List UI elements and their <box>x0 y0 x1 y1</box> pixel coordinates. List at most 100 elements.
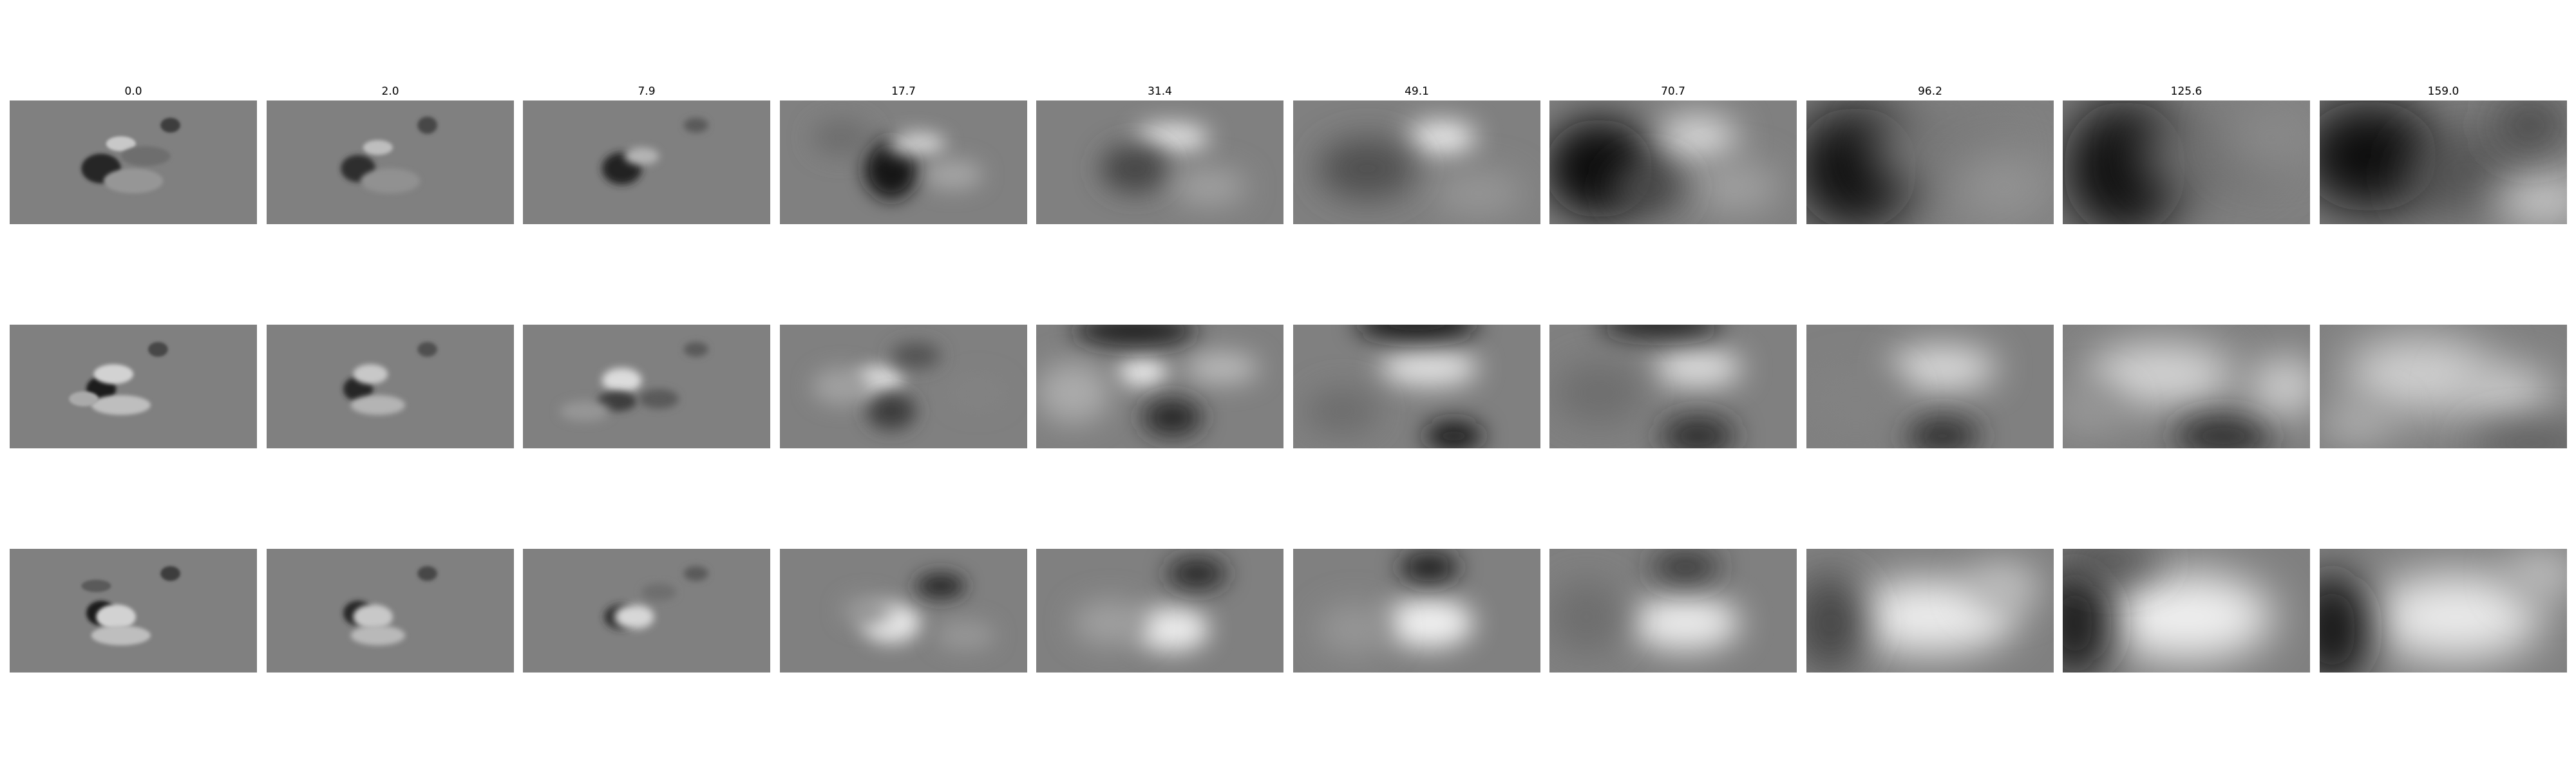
image-panel-row1-col2 <box>267 100 514 224</box>
grayscale-image <box>523 100 770 224</box>
intensity-blob <box>1406 121 1477 154</box>
intensity-blob <box>417 566 437 581</box>
intensity-blob <box>1184 353 1259 383</box>
intensity-blob <box>1318 604 1392 654</box>
image-panel-row1-col8 <box>1806 100 2054 224</box>
image-panel-row1-col3 <box>523 100 770 224</box>
intensity-blob <box>1955 156 2054 218</box>
intensity-blob <box>683 566 708 581</box>
intensity-blob <box>1355 325 1479 340</box>
intensity-blob <box>2320 573 2369 673</box>
intensity-blob <box>93 364 133 385</box>
intensity-blob <box>1073 325 1197 346</box>
intensity-blob <box>1318 137 1417 200</box>
column-title: 7.9 <box>638 85 656 98</box>
image-panel-row1-col7 <box>1549 100 1797 224</box>
intensity-blob <box>1631 595 1740 651</box>
intensity-blob <box>417 116 437 134</box>
grayscale-image <box>1293 100 1540 224</box>
grayscale-image <box>780 549 1027 673</box>
intensity-blob <box>2320 405 2394 443</box>
intensity-blob <box>1399 552 1459 582</box>
intensity-blob <box>891 343 941 368</box>
intensity-blob <box>866 392 916 430</box>
intensity-blob <box>2344 337 2493 412</box>
intensity-blob <box>2492 175 2567 224</box>
image-panel-row2-col9 <box>2063 325 2310 448</box>
image-panel-row3-col5 <box>1036 549 1283 673</box>
grayscale-image <box>1806 325 2054 448</box>
grayscale-image <box>780 100 1027 224</box>
intensity-blob <box>1806 368 1906 430</box>
image-panel-row3-col10 <box>2320 549 2567 673</box>
intensity-blob <box>1142 399 1202 436</box>
intensity-blob <box>1598 325 1723 338</box>
intensity-blob <box>1036 361 1111 424</box>
intensity-blob <box>91 625 151 645</box>
column-title: 2.0 <box>381 85 399 98</box>
column-title: 31.4 <box>1148 85 1172 98</box>
intensity-blob <box>2223 106 2310 169</box>
intensity-blob <box>363 140 393 155</box>
image-panel-row3-col4 <box>780 549 1027 673</box>
intensity-blob <box>353 604 393 629</box>
intensity-blob <box>624 147 659 165</box>
intensity-blob <box>1651 552 1720 582</box>
grayscale-image <box>1293 325 1540 448</box>
intensity-blob <box>2063 549 2162 580</box>
image-panel-row1-col9 <box>2063 100 2310 224</box>
column-title: 70.7 <box>1661 85 1685 98</box>
image-panel-row1-col4 <box>780 100 1027 224</box>
intensity-blob <box>1690 162 1780 212</box>
image-panel-row2-col7 <box>1549 325 1797 448</box>
intensity-blob <box>2087 343 2236 405</box>
intensity-blob <box>641 583 677 601</box>
grayscale-image <box>2063 100 2310 224</box>
intensity-blob <box>614 604 654 629</box>
grayscale-image <box>2320 549 2567 673</box>
intensity-blob <box>811 368 872 405</box>
intensity-blob <box>2492 100 2567 150</box>
intensity-blob <box>1888 345 1997 390</box>
grayscale-image <box>2063 549 2310 673</box>
column-title: 125.6 <box>2170 85 2202 98</box>
grayscale-image <box>1549 100 1797 224</box>
intensity-blob <box>160 566 180 581</box>
grayscale-image <box>10 549 257 673</box>
image-panel-row2-col6 <box>1293 325 1540 448</box>
intensity-blob <box>1305 386 1380 436</box>
intensity-blob <box>2099 573 2273 660</box>
intensity-blob <box>91 395 151 415</box>
intensity-blob <box>350 625 406 645</box>
intensity-blob <box>2174 417 2273 448</box>
intensity-blob <box>103 168 164 193</box>
intensity-blob <box>1100 144 1170 193</box>
intensity-blob <box>2468 423 2567 448</box>
intensity-blob <box>1554 361 1643 424</box>
image-panel-row1-col10 <box>2320 100 2567 224</box>
image-panel-row2-col1 <box>10 325 257 448</box>
intensity-blob <box>601 368 642 393</box>
intensity-blob <box>1167 558 1227 589</box>
grayscale-image <box>780 325 1027 448</box>
intensity-blob <box>350 395 406 415</box>
grayscale-image <box>523 549 770 673</box>
image-panel-row2-col8 <box>1806 325 2054 448</box>
column-title: 0.0 <box>124 85 142 98</box>
intensity-blob <box>811 119 872 157</box>
image-panel-row2-col2 <box>267 325 514 448</box>
intensity-blob <box>683 341 708 357</box>
intensity-blob <box>1172 168 1247 206</box>
intensity-blob <box>639 388 679 409</box>
grayscale-image <box>1806 100 2054 224</box>
column-title: 159.0 <box>2427 85 2459 98</box>
grayscale-image <box>10 325 257 448</box>
intensity-blob <box>935 620 996 651</box>
intensity-blob <box>417 341 437 357</box>
intensity-blob <box>1660 417 1735 448</box>
intensity-blob <box>1611 162 1686 212</box>
intensity-blob <box>1967 561 2041 611</box>
intensity-blob <box>1434 171 1524 216</box>
intensity-blob <box>69 391 99 406</box>
intensity-blob <box>1385 598 1474 648</box>
